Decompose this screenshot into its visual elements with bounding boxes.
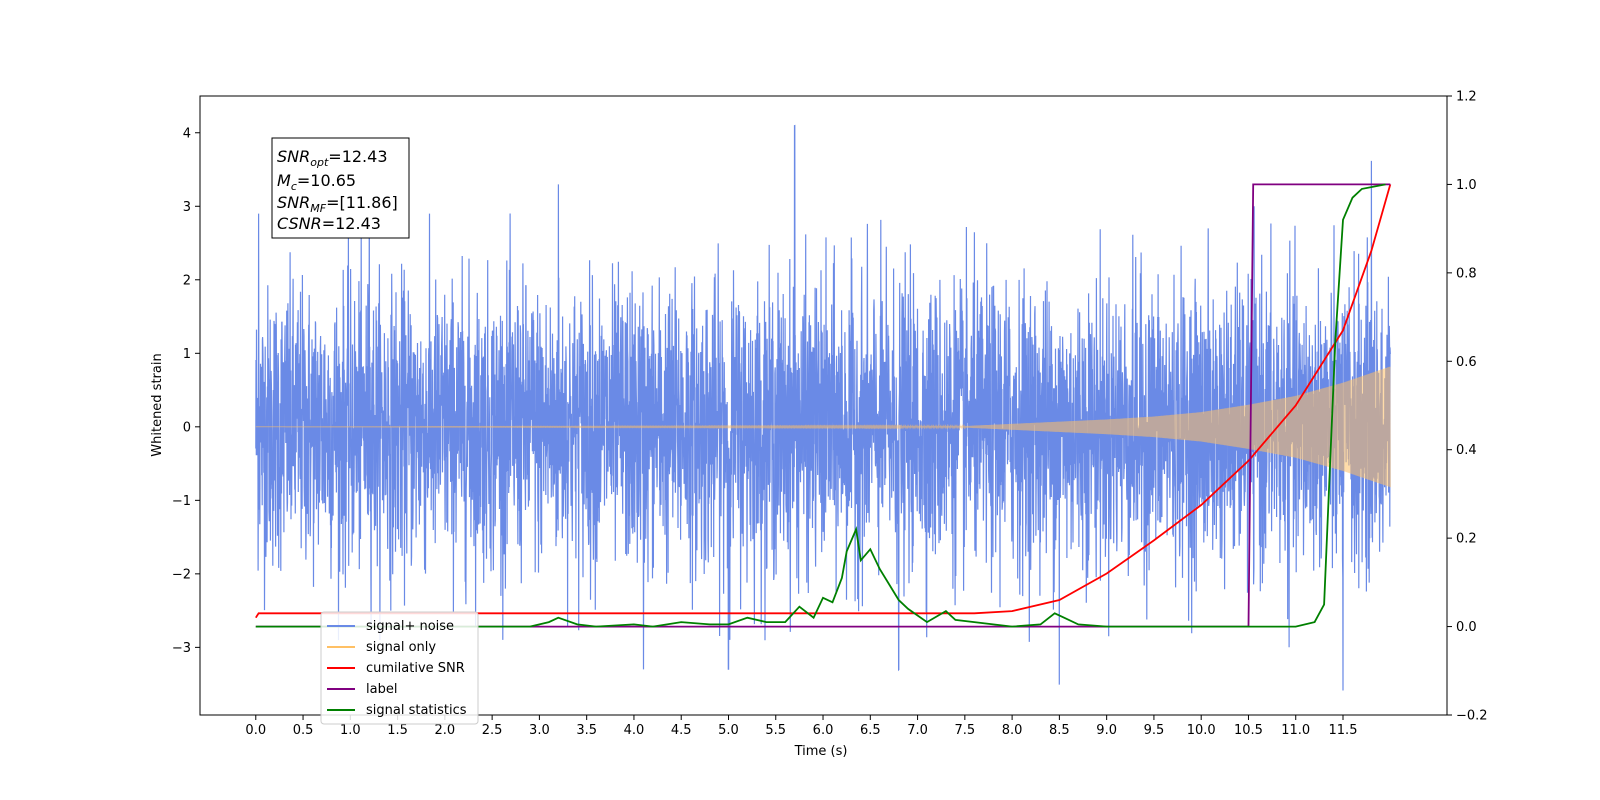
y-right-tick-label: 0.0 — [1456, 620, 1477, 635]
x-axis-label: Time (s) — [794, 744, 848, 759]
y-left-tick-label: −2 — [172, 567, 191, 582]
legend: signal+ noise signal only cumilative SNR… — [320, 611, 479, 725]
series-signal-statistics-line — [255, 183, 1386, 628]
x-tick-label: 7.5 — [954, 723, 975, 738]
y-right-tick-label: 1.0 — [1456, 178, 1477, 193]
x-tick-label: 10.0 — [1187, 723, 1216, 738]
y-left-tick-label: 1 — [183, 347, 191, 362]
y-right-tick-label: 1.2 — [1456, 90, 1477, 105]
annotation-snr-mf: SNRMF=[11.86] — [277, 193, 398, 215]
x-tick-label: 0.5 — [293, 723, 314, 738]
series-signal-noise-line — [255, 124, 1391, 691]
x-tick-label: 8.5 — [1049, 723, 1070, 738]
legend-frame — [320, 611, 479, 725]
series-label-line — [255, 183, 1391, 628]
annotation-snr-opt: SNRopt=12.43 — [277, 147, 388, 169]
x-tick-label: 6.0 — [813, 723, 834, 738]
series-cumulative-snr-line — [255, 184, 1392, 619]
x-tick-label: 9.5 — [1144, 723, 1165, 738]
x-tick-label: 2.0 — [435, 723, 456, 738]
y-right-tick-label: −0.2 — [1456, 709, 1488, 724]
x-tick-label: 10.5 — [1234, 723, 1263, 738]
y-right-axis: −0.2 0.0 0.2 0.4 0.6 0.8 1.0 1.2 — [1447, 90, 1488, 724]
x-tick-label: 1.0 — [340, 723, 361, 738]
x-tick-label: 7.0 — [907, 723, 928, 738]
x-tick-label: 4.0 — [624, 723, 645, 738]
y-left-tick-label: 3 — [183, 200, 191, 215]
legend-label-cumulative-snr: cumilative SNR — [366, 661, 465, 676]
x-tick-label: 1.5 — [387, 723, 408, 738]
y-left-tick-label: 4 — [183, 126, 191, 141]
y-left-tick-label: 2 — [183, 273, 191, 288]
x-tick-label: 6.5 — [860, 723, 881, 738]
x-tick-label: 4.5 — [671, 723, 692, 738]
y-right-tick-label: 0.4 — [1456, 443, 1477, 458]
x-tick-label: 3.0 — [529, 723, 550, 738]
x-tick-label: 11.0 — [1281, 723, 1310, 738]
annotation-box: SNRopt=12.43 Mc=10.65 SNRMF=[11.86] CSNR… — [271, 137, 410, 239]
y-left-axis: −3 −2 −1 0 1 2 3 4 — [172, 126, 200, 656]
legend-label-signal-noise: signal+ noise — [366, 619, 454, 634]
legend-label-signal-statistics: signal statistics — [366, 703, 467, 718]
legend-label-label: label — [366, 682, 397, 697]
x-tick-label: 2.5 — [482, 723, 503, 738]
series-layer — [255, 124, 1392, 691]
x-tick-label: 8.0 — [1002, 723, 1023, 738]
y-right-tick-label: 0.6 — [1456, 355, 1477, 370]
x-tick-label: 5.5 — [765, 723, 786, 738]
annotation-csnr: CSNR=12.43 — [277, 214, 381, 233]
y-right-tick-label: 0.8 — [1456, 266, 1477, 281]
x-tick-label: 0.0 — [245, 723, 266, 738]
annotation-frame — [271, 137, 410, 239]
y-left-tick-label: −3 — [172, 641, 191, 656]
y-left-tick-label: −1 — [172, 494, 191, 509]
series-signal-only-line — [255, 366, 1391, 488]
annotation-mc: Mc=10.65 — [277, 171, 356, 193]
x-axis: 0.0 0.5 1.0 1.5 2.0 2.5 3.0 3.5 4.0 4.5 5.0 5.5 6.0 6… — [245, 715, 1357, 738]
x-tick-label: 11.5 — [1329, 723, 1358, 738]
y-right-tick-label: 0.2 — [1456, 532, 1477, 547]
x-tick-label: 5.0 — [718, 723, 739, 738]
y-left-tick-label: 0 — [183, 420, 191, 435]
x-tick-label: 9.0 — [1096, 723, 1117, 738]
legend-label-signal-only: signal only — [366, 640, 436, 655]
x-tick-label: 3.5 — [576, 723, 597, 738]
y-left-axis-label: Whitened strain — [150, 353, 165, 456]
